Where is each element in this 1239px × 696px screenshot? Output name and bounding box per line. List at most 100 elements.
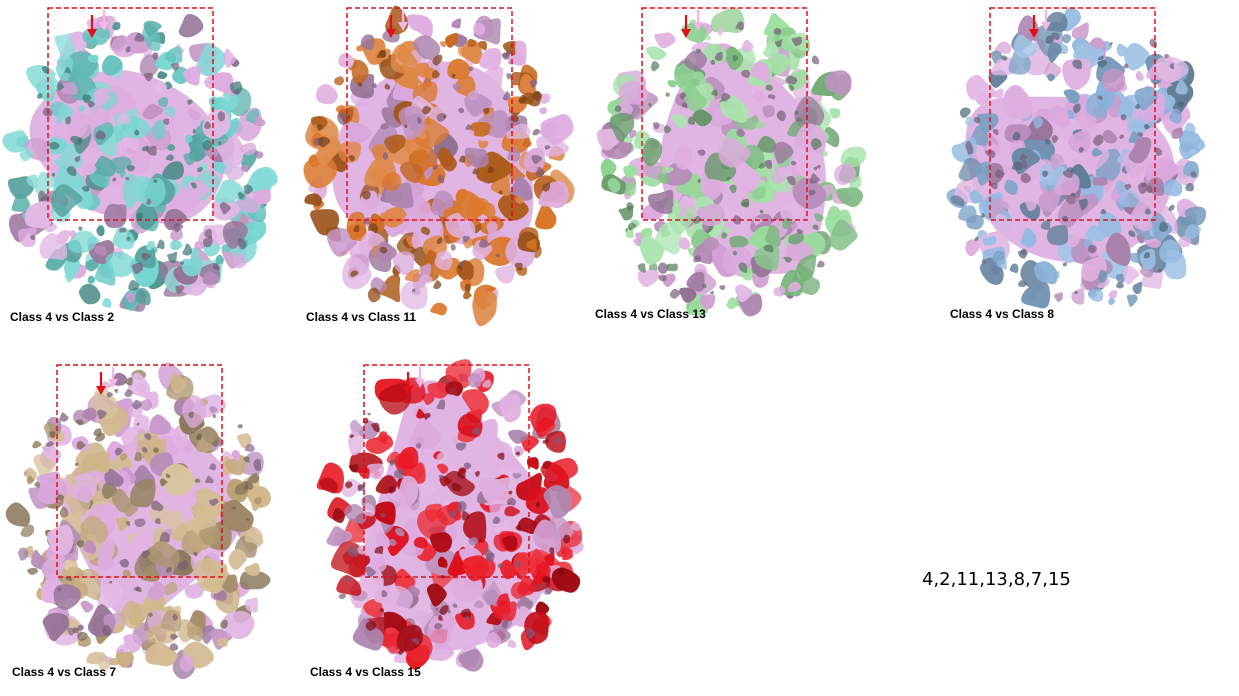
reference-density-blob xyxy=(966,74,996,101)
density-crevice xyxy=(432,54,443,66)
density-crevice xyxy=(711,89,718,96)
reference-density-blob xyxy=(149,414,172,435)
overlay-density-blob xyxy=(1047,42,1062,63)
density-crevice xyxy=(388,486,396,494)
overlay-density-blob xyxy=(137,178,166,207)
overlay-density-blob xyxy=(641,137,663,167)
reference-density-blob xyxy=(452,83,461,91)
density-crevice xyxy=(78,137,83,142)
reference-density-blob xyxy=(750,61,770,84)
reference-density-blob xyxy=(1066,235,1080,248)
reference-density-blob xyxy=(473,600,485,609)
reference-density-blob xyxy=(722,207,736,223)
reference-density-blob xyxy=(409,417,442,450)
density-crevice xyxy=(204,229,213,239)
density-crevice xyxy=(1123,63,1129,69)
reference-density-blob xyxy=(794,95,825,133)
reference-density-blob xyxy=(183,65,201,86)
overlay-density-blob xyxy=(384,134,407,154)
overlay-density-blob xyxy=(225,455,246,476)
density-crevice xyxy=(776,110,786,122)
reference-density-blob xyxy=(824,70,852,96)
overlay-density-blob xyxy=(160,463,196,497)
density-crevice xyxy=(459,155,466,163)
region-highlight-box xyxy=(363,364,530,578)
density-crevice xyxy=(78,226,83,232)
reference-density-blob xyxy=(507,146,521,162)
overlay-density-blob xyxy=(461,388,489,416)
density-crevice xyxy=(126,236,131,241)
overlay-density-blob xyxy=(183,152,196,166)
density-crevice xyxy=(196,167,203,173)
overlay-density-blob xyxy=(1184,206,1207,226)
reference-density-blob xyxy=(41,553,66,583)
overlay-density-blob xyxy=(470,122,491,137)
overlay-density-blob xyxy=(34,172,56,197)
density-crevice xyxy=(415,443,422,449)
reference-density-blob xyxy=(512,472,522,479)
density-map-class-4-vs-class-15 xyxy=(316,359,584,672)
density-crevice xyxy=(159,531,170,543)
overlay-density-blob xyxy=(244,562,260,576)
reference-density-blob xyxy=(452,435,459,445)
reference-density-blob xyxy=(451,18,462,29)
density-crevice xyxy=(773,27,782,35)
overlay-density-blob xyxy=(87,54,99,64)
density-crevice xyxy=(455,442,467,451)
reference-density-blob xyxy=(548,513,574,539)
density-crevice xyxy=(82,94,92,104)
overlay-density-blob xyxy=(89,385,118,419)
overlay-density-blob xyxy=(966,214,984,230)
density-crevice xyxy=(439,605,449,615)
density-crevice xyxy=(165,567,173,573)
density-crevice xyxy=(209,463,217,471)
overlay-density-blob xyxy=(19,147,33,162)
overlay-density-blob xyxy=(445,381,464,396)
density-crevice xyxy=(502,51,510,58)
density-crevice xyxy=(1143,252,1151,259)
density-crevice xyxy=(544,145,551,150)
reference-density-blob xyxy=(403,214,417,231)
density-crevice xyxy=(663,125,672,134)
density-crevice xyxy=(422,105,432,115)
overlay-density-blob xyxy=(1183,122,1196,136)
density-crevice xyxy=(371,422,380,433)
density-crevice xyxy=(153,447,159,453)
overlay-density-blob xyxy=(1046,224,1069,246)
density-crevice xyxy=(192,128,196,134)
reference-density-blob xyxy=(539,93,551,103)
overlay-density-blob xyxy=(969,189,983,204)
reference-density-blob xyxy=(434,250,453,271)
reference-density-blob xyxy=(253,150,264,159)
density-crevice xyxy=(119,227,127,233)
reference-density-blob xyxy=(1038,187,1061,215)
density-crevice xyxy=(102,625,112,636)
density-crevice xyxy=(508,490,513,495)
overlay-density-blob xyxy=(729,235,749,250)
reference-density-blob xyxy=(152,52,159,61)
overlay-density-blob xyxy=(444,470,475,497)
density-crevice xyxy=(316,124,323,131)
density-crevice xyxy=(243,184,254,195)
reference-density-blob xyxy=(392,251,415,276)
density-crevice xyxy=(1042,170,1049,178)
density-crevice xyxy=(796,228,804,234)
density-crevice xyxy=(180,261,185,265)
overlay-density-blob xyxy=(692,109,713,127)
reference-density-blob xyxy=(1062,58,1092,90)
overlay-density-blob xyxy=(625,227,634,239)
density-crevice xyxy=(141,252,147,258)
overlay-density-blob xyxy=(254,497,262,505)
overlay-density-blob xyxy=(373,501,396,525)
overlay-density-blob xyxy=(189,247,200,259)
density-crevice xyxy=(112,177,117,182)
density-crevice xyxy=(144,72,154,82)
density-crevice xyxy=(1169,63,1174,70)
density-crevice xyxy=(348,464,359,473)
density-crevice xyxy=(443,114,447,118)
reference-density-blob xyxy=(83,540,97,554)
overlay-density-blob xyxy=(463,511,487,543)
density-crevice xyxy=(461,608,472,619)
density-crevice xyxy=(151,500,164,512)
reference-density-blob xyxy=(224,165,245,181)
